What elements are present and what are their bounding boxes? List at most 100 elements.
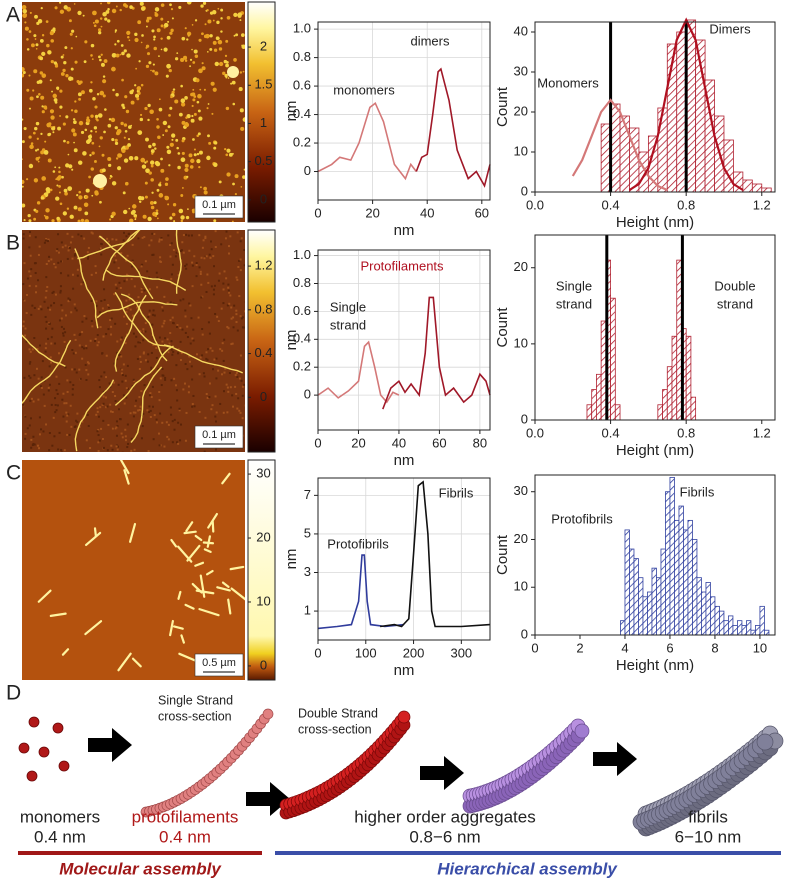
y-tick-label: 20	[514, 531, 528, 546]
noise	[111, 238, 114, 241]
noise	[33, 337, 36, 340]
noise	[65, 420, 68, 423]
particle	[153, 201, 157, 205]
noise	[65, 411, 68, 414]
x-tick-label: 10	[753, 640, 767, 655]
particle	[70, 47, 73, 50]
noise	[104, 396, 107, 399]
noise	[29, 399, 32, 402]
annotation: Single	[556, 278, 592, 293]
particle	[231, 220, 234, 222]
noise	[79, 377, 82, 380]
noise	[48, 383, 51, 386]
particle	[180, 84, 183, 88]
noise	[56, 404, 59, 407]
image-background	[22, 460, 245, 680]
particle	[65, 74, 69, 78]
noise	[236, 407, 239, 410]
noise	[160, 384, 163, 387]
particle	[140, 41, 143, 44]
noise	[122, 363, 125, 366]
noise	[66, 379, 69, 382]
noise	[119, 418, 122, 421]
noise	[158, 390, 161, 393]
noise	[139, 360, 142, 363]
noise	[144, 322, 147, 325]
particle	[124, 4, 129, 8]
particle	[156, 117, 159, 121]
noise	[150, 239, 153, 242]
particle	[134, 37, 139, 43]
particle	[156, 217, 159, 220]
noise	[227, 286, 230, 289]
plot-frame	[534, 234, 776, 421]
y-tick-label: 10	[514, 335, 528, 350]
x-tick-label: 60	[432, 435, 446, 450]
noise	[226, 386, 229, 389]
noise	[243, 310, 245, 313]
particle	[77, 219, 81, 222]
noise	[207, 321, 210, 324]
noise	[82, 281, 85, 284]
noise	[161, 340, 164, 343]
noise	[181, 241, 184, 244]
noise	[76, 268, 79, 271]
particle	[162, 134, 165, 136]
histogram-bar	[678, 505, 684, 636]
noise	[124, 379, 127, 382]
noise	[40, 386, 43, 389]
noise	[243, 264, 245, 267]
particle	[233, 34, 236, 37]
noise	[34, 236, 37, 239]
chart: 0 20 40 6000.20.40.60.81.0nmnmmonomersdimer…	[283, 21, 491, 239]
noise	[167, 423, 170, 426]
noise	[170, 348, 173, 351]
noise	[132, 378, 135, 381]
particle	[22, 70, 26, 75]
noise	[195, 275, 198, 278]
noise	[97, 441, 100, 444]
particle	[94, 191, 99, 196]
noise	[26, 427, 29, 430]
noise	[163, 445, 166, 448]
noise	[76, 421, 79, 424]
particle	[140, 83, 144, 87]
noise	[155, 418, 158, 421]
particle	[75, 35, 78, 38]
particle	[160, 24, 164, 28]
noise	[83, 315, 86, 318]
particle	[81, 90, 85, 95]
noise	[172, 350, 175, 353]
noise	[109, 410, 112, 413]
noise	[74, 351, 77, 354]
particle	[163, 22, 169, 28]
noise	[96, 407, 99, 410]
noise	[140, 437, 143, 440]
particle	[93, 24, 97, 28]
colorbar-tick-label: 30	[256, 466, 270, 481]
noise	[26, 277, 29, 280]
panel-label: A	[6, 4, 20, 27]
particle	[209, 11, 214, 15]
noise	[31, 348, 34, 351]
particle	[171, 212, 176, 217]
particle	[216, 20, 220, 25]
x-tick-label: 0.8	[677, 425, 695, 440]
noise	[213, 265, 216, 268]
noise	[169, 406, 172, 409]
x-tick-label: 20	[365, 205, 379, 220]
particle	[80, 130, 85, 135]
y-tick-label: 0	[521, 626, 528, 641]
noise	[113, 261, 116, 264]
particle	[151, 29, 155, 33]
particle	[237, 12, 243, 17]
noise	[190, 365, 193, 368]
particle	[114, 31, 117, 33]
particle	[224, 147, 227, 151]
particle	[239, 71, 243, 74]
noise	[44, 296, 47, 299]
noise	[205, 291, 208, 294]
particle	[166, 149, 172, 155]
noise	[78, 344, 81, 347]
particle	[73, 141, 75, 144]
